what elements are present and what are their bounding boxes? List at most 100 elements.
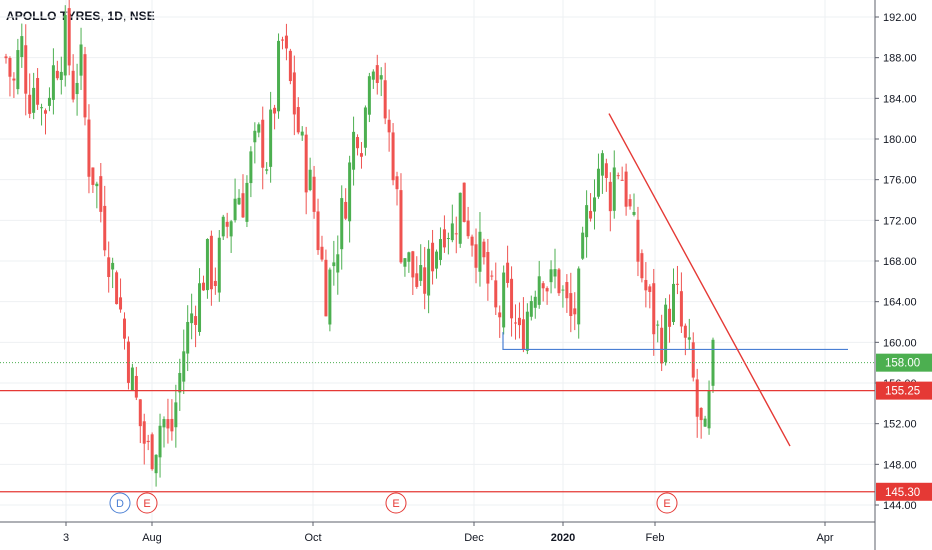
support-price-label-bg <box>876 482 932 501</box>
candle-body <box>352 131 356 170</box>
candle-body <box>691 342 695 378</box>
candles <box>4 0 715 487</box>
candle-body <box>442 229 446 248</box>
event-marker-earnings[interactable]: E <box>385 492 407 514</box>
candle-body <box>20 36 24 58</box>
candle-body <box>454 233 458 235</box>
candle-body <box>324 259 328 317</box>
last-price-label-bg <box>876 353 932 372</box>
time-tick-label: 2020 <box>551 532 575 544</box>
candle-body <box>205 239 209 291</box>
earnings-marker-circle <box>385 492 407 514</box>
candle-body <box>565 282 569 299</box>
candle-body <box>51 65 55 100</box>
candle-body <box>316 211 320 251</box>
candle-body <box>71 70 75 100</box>
candle-body <box>703 418 707 427</box>
event-marker-earnings[interactable]: E <box>136 492 158 514</box>
candle-body <box>265 169 269 171</box>
candle-body <box>652 283 656 335</box>
price-axis[interactable]: 144.00148.00152.00156.00160.00164.00168.… <box>874 0 932 550</box>
price-tick-label: 192.00 <box>883 12 917 24</box>
candle-body <box>600 153 604 176</box>
candle-body <box>356 137 360 149</box>
candle-body <box>494 280 498 308</box>
time-tick-label: Oct <box>304 532 321 544</box>
candle-body <box>450 223 454 241</box>
candle-body <box>213 280 217 286</box>
candle-body <box>79 44 83 76</box>
candle-body <box>43 110 47 114</box>
candle-body <box>486 251 490 284</box>
candle-body <box>119 297 123 310</box>
candle-body <box>573 308 577 315</box>
candle-body <box>170 418 174 432</box>
price-tick-label: 176.00 <box>883 175 917 187</box>
candle-body <box>683 325 687 338</box>
earnings-marker-circle <box>136 492 158 514</box>
candle-body <box>679 291 683 327</box>
candle-body <box>656 324 660 326</box>
candle-body <box>533 296 537 308</box>
candle-body <box>375 65 379 83</box>
candle-body <box>99 176 103 212</box>
event-marker-earnings[interactable]: E <box>656 492 678 514</box>
candle-body <box>458 192 462 244</box>
candle-body <box>446 238 450 240</box>
candle-body <box>59 71 63 80</box>
trend-line[interactable] <box>608 113 791 447</box>
candle-body <box>115 272 119 305</box>
candle-body <box>217 237 221 293</box>
candle-body <box>245 182 249 222</box>
candle-body <box>403 258 407 267</box>
candle-body <box>399 190 403 263</box>
event-marker-dividend[interactable]: D <box>109 492 131 514</box>
candle-body <box>668 308 672 327</box>
candle-body <box>253 130 257 143</box>
candle-body <box>292 72 296 115</box>
candle-body <box>514 322 518 324</box>
levels <box>0 113 875 493</box>
candle-body <box>675 283 679 285</box>
candle-body <box>478 231 482 272</box>
earnings-marker-label: E <box>143 498 150 510</box>
candle-body <box>466 220 470 237</box>
support-price-label: 145.30 <box>876 482 932 501</box>
candle-body <box>24 45 28 94</box>
chart-title: APOLLO TYRES, 1D, NSE <box>6 9 155 23</box>
dividend-marker-circle <box>109 492 131 514</box>
neckline-line[interactable] <box>502 332 848 351</box>
candle-body <box>201 282 205 291</box>
candle-body <box>541 283 545 289</box>
candle-body <box>312 176 316 212</box>
candle-body <box>107 257 111 277</box>
candle-body <box>273 107 277 114</box>
candle-body <box>359 153 363 157</box>
candle-body <box>304 134 308 193</box>
candle-body <box>395 176 399 190</box>
candle-body <box>636 219 640 262</box>
earnings-marker-label: E <box>663 498 670 510</box>
candle-body <box>616 175 620 177</box>
candle-body <box>95 183 99 187</box>
candle-body <box>553 269 557 277</box>
candle-body <box>383 80 387 119</box>
time-axis[interactable]: 3 Aug Oct Dec 2020 Feb Apr <box>0 521 875 544</box>
candle-body <box>261 119 265 168</box>
candle-body <box>257 124 261 133</box>
time-tick-label: Aug <box>142 532 162 544</box>
candle-body <box>672 283 676 323</box>
earnings-marker-label: E <box>392 498 399 510</box>
candle-body <box>525 311 529 351</box>
interval-label: 1D <box>107 9 123 23</box>
candle-body <box>435 251 439 269</box>
grid <box>0 0 875 522</box>
price-tick-label: 148.00 <box>883 459 917 471</box>
candle-body <box>280 39 284 41</box>
candle-body <box>237 197 241 205</box>
candle-body <box>438 239 442 260</box>
candle-body <box>423 267 427 294</box>
candle-body <box>521 319 525 350</box>
candle-body <box>407 252 411 262</box>
